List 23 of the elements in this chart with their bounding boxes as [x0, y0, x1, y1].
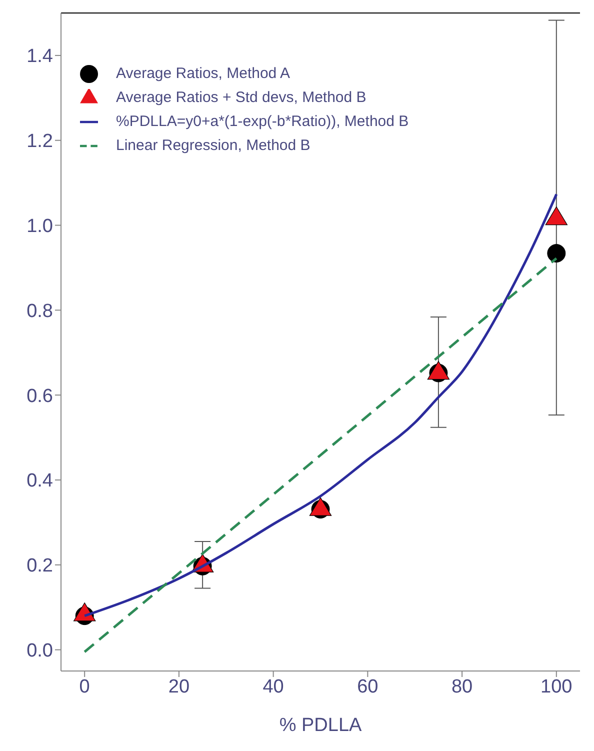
x-tick-label: 60 — [357, 676, 378, 698]
y-tick-label: 1.0 — [26, 216, 53, 238]
legend-label: Average Ratios + Std devs, Method B — [116, 88, 368, 108]
point — [73, 602, 96, 622]
y-tick-label: 0.6 — [26, 386, 53, 407]
y-tick-label: 0.0 — [26, 640, 53, 662]
y-tick-label: 1.2 — [26, 131, 53, 152]
y-tick-label: 0.4 — [26, 470, 54, 492]
legend-label: Linear Regression, Method B — [116, 136, 312, 156]
x-tick-label: 40 — [262, 676, 284, 698]
point — [547, 244, 566, 263]
y-tick-label: 0.8 — [26, 300, 53, 322]
point — [309, 497, 332, 516]
point — [545, 206, 568, 226]
legend-label: %PDLLA=y0+a*(1-exp(-b*Ratio)), Method B — [116, 112, 410, 132]
legend-label: Average Ratios, Method A — [116, 64, 291, 84]
y-tick-label: 1.4 — [26, 46, 54, 68]
y-tick-label: 0.2 — [26, 556, 53, 577]
x-axis-title: % PDLLA — [279, 715, 362, 736]
x-tick-label: 100 — [540, 676, 572, 698]
x-tick-label: 80 — [451, 676, 473, 698]
x-tick-label: 0 — [79, 676, 90, 698]
x-tick-label: 20 — [168, 676, 190, 698]
